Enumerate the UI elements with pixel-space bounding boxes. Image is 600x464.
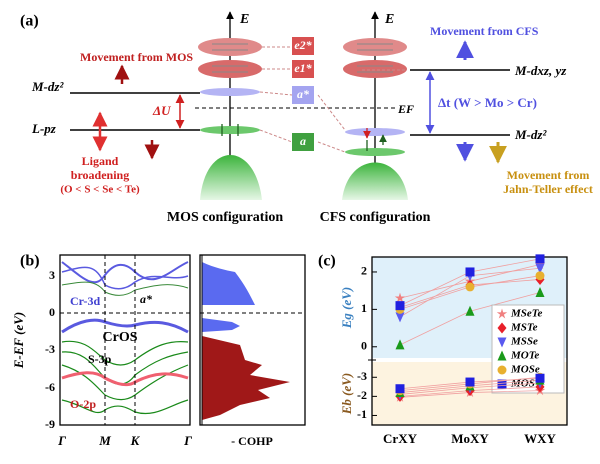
y-tick-label: 0 bbox=[49, 305, 55, 319]
cohp-area bbox=[202, 318, 240, 332]
data-point bbox=[395, 301, 405, 311]
panel-b: (b) E-EF (eV) Cr-3d a* CrOS S-3p O-2p - … bbox=[11, 253, 306, 448]
axis-title: Eb (eV) bbox=[339, 373, 354, 416]
y-tick-label: 0 bbox=[361, 339, 367, 353]
x-tick-label: WXY bbox=[524, 431, 556, 446]
levels bbox=[70, 37, 510, 164]
plot-frame bbox=[199, 254, 306, 426]
annotation: Movement from CFS bbox=[430, 24, 539, 38]
data-point bbox=[535, 287, 545, 298]
legend-label: MSSe bbox=[510, 336, 538, 348]
annotation: Δt (W > Mo > Cr) bbox=[438, 95, 537, 110]
panel-label: (a) bbox=[20, 13, 39, 30]
band-dome bbox=[200, 155, 262, 200]
state-label: e1* bbox=[294, 61, 312, 75]
bands bbox=[61, 261, 189, 415]
cohp-area bbox=[202, 262, 255, 305]
y-tick-label: -1 bbox=[357, 407, 367, 421]
annotation: Jahn-Teller effect bbox=[503, 182, 593, 196]
axis-label: E bbox=[239, 12, 249, 27]
cohp-area bbox=[202, 336, 290, 420]
data-point bbox=[395, 312, 405, 323]
band-dome bbox=[342, 162, 408, 200]
y-tick-label: -2 bbox=[357, 388, 367, 402]
legend-label: MSTe bbox=[510, 322, 538, 334]
annotation: Movement from MOS bbox=[80, 50, 193, 64]
data-point bbox=[497, 379, 507, 389]
x-tick-label: Γ bbox=[57, 433, 66, 448]
legend-label: MOSe bbox=[510, 364, 540, 376]
x-tick-label: Γ bbox=[183, 433, 192, 448]
plot-frame bbox=[59, 254, 191, 426]
y-tick-label: -3 bbox=[357, 369, 367, 383]
y-tick-label: -9 bbox=[45, 417, 55, 431]
annotation: CrOS bbox=[103, 330, 138, 345]
panel-a: (a) E E Movement from MOS M-dz² ΔU L-pz … bbox=[20, 11, 593, 225]
caption: MOS configuration bbox=[167, 210, 283, 225]
data-point bbox=[465, 305, 475, 316]
x-tick-label: M bbox=[98, 433, 111, 448]
data-point bbox=[535, 373, 545, 383]
level-label: EF bbox=[397, 102, 414, 116]
data-point bbox=[535, 271, 545, 281]
panel-label: (b) bbox=[20, 253, 40, 270]
plot-frame bbox=[371, 256, 568, 426]
annotation: Movement from bbox=[507, 168, 590, 182]
data-point bbox=[535, 263, 545, 274]
x-tick-label: MoXY bbox=[451, 431, 489, 446]
data-point bbox=[465, 267, 475, 277]
caption: CFS configuration bbox=[320, 210, 431, 225]
annotation: broadening bbox=[71, 168, 129, 182]
level-label: L-pz bbox=[31, 121, 57, 136]
data-point bbox=[497, 365, 507, 375]
annotation: Cr-3d bbox=[70, 294, 101, 308]
legend-label: MOS bbox=[510, 378, 535, 390]
axis-title: E-EF (eV) bbox=[11, 312, 26, 369]
annotation: Ligand bbox=[82, 154, 119, 168]
data-point bbox=[496, 308, 508, 319]
y-tick-label: -6 bbox=[45, 380, 55, 394]
level-label: M-dxz, yz bbox=[514, 63, 567, 78]
y-tick-label: -3 bbox=[45, 342, 55, 356]
x-tick-label: CrXY bbox=[383, 431, 418, 446]
data-point bbox=[395, 384, 405, 394]
level-label: M-dz² bbox=[514, 127, 547, 142]
data-point bbox=[497, 337, 507, 348]
state-label: a bbox=[300, 134, 306, 148]
annotation: S-3p bbox=[88, 352, 112, 366]
guide-line bbox=[60, 255, 190, 425]
annotation: ΔU bbox=[152, 103, 171, 118]
level-label: M-dz² bbox=[31, 79, 64, 94]
annotation: a* bbox=[140, 292, 153, 306]
data-point bbox=[394, 292, 406, 303]
data-point bbox=[535, 254, 545, 264]
y-tick-label: 1 bbox=[361, 301, 367, 315]
x-tick-label: K bbox=[130, 433, 141, 448]
state-label: a* bbox=[297, 87, 310, 101]
annotation: (O < S < Se < Te) bbox=[60, 184, 140, 196]
data-point bbox=[497, 350, 507, 361]
axis-title: Eg (eV) bbox=[339, 287, 354, 330]
data-point bbox=[465, 282, 475, 292]
legend-label: MOTe bbox=[510, 350, 539, 362]
state-label: e2* bbox=[294, 38, 312, 52]
axis-title: - COHP bbox=[231, 434, 273, 448]
annotation: O-2p bbox=[70, 397, 96, 411]
legend-label: MSeTe bbox=[510, 308, 542, 320]
panel-label: (c) bbox=[318, 253, 336, 270]
y-tick-label: 3 bbox=[49, 268, 55, 282]
data-point bbox=[465, 377, 475, 387]
y-tick-label: 2 bbox=[361, 264, 367, 278]
axis-label: E bbox=[384, 12, 394, 27]
data-point bbox=[395, 339, 405, 350]
data-point bbox=[497, 322, 507, 334]
